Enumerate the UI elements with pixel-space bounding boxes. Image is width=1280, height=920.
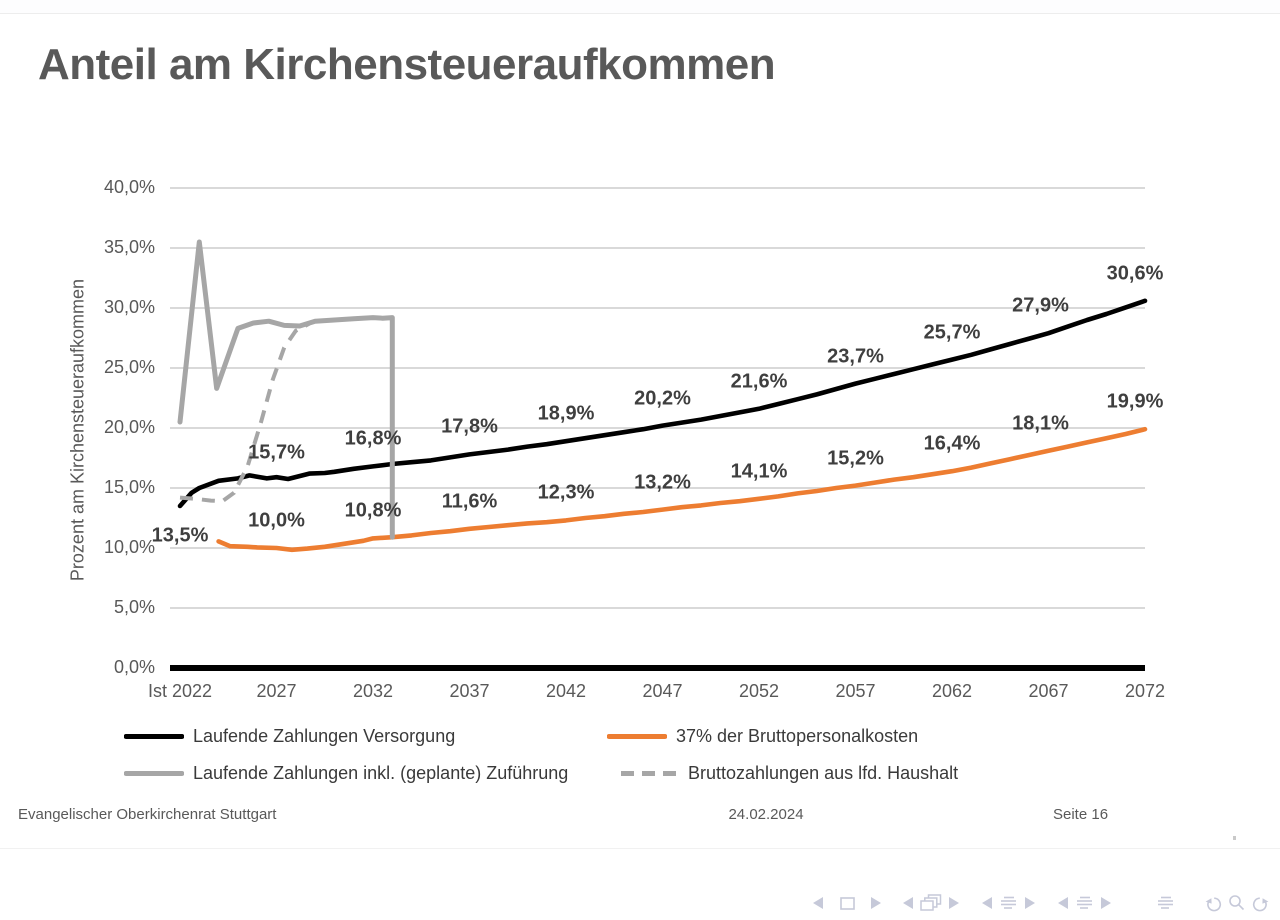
- next-section-icon[interactable]: [1101, 897, 1111, 909]
- series-line-3: [179, 321, 311, 504]
- data-label: 10,0%: [248, 509, 305, 532]
- y-tick-label: 5,0%: [113, 597, 155, 617]
- window-top-strip: [0, 0, 1280, 14]
- next-frame-icon[interactable]: [949, 897, 959, 909]
- data-label: 18,9%: [537, 402, 595, 425]
- data-label: 14,1%: [730, 460, 788, 483]
- y-tick-label: 40,0%: [103, 177, 155, 197]
- data-label: 18,1%: [1012, 412, 1069, 435]
- data-label: 11,6%: [441, 490, 498, 513]
- y-tick-label: 10,0%: [103, 537, 155, 557]
- data-label: 25,7%: [923, 321, 981, 344]
- x-tick-label: Ist 2022: [147, 681, 213, 701]
- data-label: 13,2%: [634, 471, 691, 494]
- x-tick-label: 2032: [352, 681, 394, 701]
- data-label: 15,7%: [248, 441, 305, 464]
- legend-item-laufende-zahlungen-zufuehrung: Laufende Zahlungen inkl. (geplante) Zufü…: [124, 761, 568, 785]
- y-tick-label: 30,0%: [103, 297, 155, 317]
- slide-bottom-separator: [0, 848, 1280, 849]
- prev-slide-icon[interactable]: [813, 897, 823, 909]
- x-tick-label: 2027: [256, 681, 297, 701]
- x-tick-label: 2047: [642, 681, 683, 701]
- section-icon[interactable]: [1076, 896, 1093, 910]
- footer-dot: [1233, 836, 1236, 840]
- footer-date: 24.02.2024: [728, 806, 804, 823]
- slide-icon[interactable]: [840, 896, 855, 910]
- data-label: 13,5%: [151, 524, 209, 547]
- legend-item-laufende-zahlungen-versorgung: Laufende Zahlungen Versorgung: [124, 724, 455, 748]
- appendix-icon[interactable]: [1157, 896, 1174, 910]
- footer-organization: Evangelischer Oberkirchenrat Stuttgart: [18, 806, 277, 823]
- data-label: 12,3%: [537, 481, 595, 504]
- prev-section-icon[interactable]: [1058, 897, 1068, 909]
- data-label: 20,2%: [634, 387, 691, 410]
- y-tick-label: 15,0%: [103, 477, 155, 497]
- x-tick-label: 2042: [545, 681, 587, 701]
- legend-marker-solid-black: [124, 733, 184, 739]
- x-tick-label: 2072: [1124, 681, 1166, 701]
- series-line-1: [216, 426, 1148, 553]
- legend-label: Laufende Zahlungen Versorgung: [193, 725, 456, 746]
- data-label: 21,6%: [730, 370, 788, 393]
- y-tick-label: 20,0%: [103, 417, 155, 437]
- data-label: 15,2%: [827, 447, 884, 470]
- legend-label: 37% der Bruttopersonalkosten: [676, 725, 919, 746]
- x-tick-label: 2057: [835, 681, 876, 701]
- data-label: 30,6%: [1106, 262, 1164, 285]
- legend-item-bruttopersonalkosten: 37% der Bruttopersonalkosten: [607, 724, 918, 748]
- legend-marker-solid-orange: [607, 733, 667, 739]
- data-label: 10,8%: [344, 499, 402, 522]
- forward-icon[interactable]: [1250, 895, 1270, 912]
- next-subsection-icon[interactable]: [1025, 897, 1035, 909]
- back-icon[interactable]: [1204, 895, 1224, 912]
- footer-page-number: Seite 16: [1053, 806, 1109, 823]
- y-tick-label: 35,0%: [103, 237, 155, 257]
- data-label: 16,4%: [923, 432, 981, 455]
- x-tick-label: 2067: [1028, 681, 1069, 701]
- series-line-0: [177, 298, 1148, 509]
- legend-label: Laufende Zahlungen inkl. (geplante) Zufü…: [193, 762, 569, 783]
- data-label: 23,7%: [827, 345, 884, 368]
- prev-frame-icon[interactable]: [903, 897, 913, 909]
- frames-icon[interactable]: [920, 894, 942, 912]
- series-line-2: [177, 239, 395, 540]
- beamer-navigation-bar: [813, 893, 1270, 913]
- data-label: 16,8%: [344, 427, 402, 450]
- legend-marker-dashed-gray: [621, 770, 677, 776]
- legend-label: Bruttozahlungen aus lfd. Haushalt: [688, 762, 959, 783]
- next-slide-icon[interactable]: [871, 897, 881, 909]
- data-label: 19,9%: [1106, 390, 1164, 413]
- x-tick-label: 2037: [449, 681, 490, 701]
- data-label: 27,9%: [1012, 294, 1069, 317]
- page-title: Anteil am Kirchensteueraufkommen: [38, 40, 776, 89]
- legend-item-bruttozahlungen-haushalt: Bruttozahlungen aus lfd. Haushalt: [619, 761, 958, 785]
- legend-marker-solid-gray: [124, 770, 184, 776]
- y-tick-label: 0,0%: [113, 657, 155, 677]
- data-label: 17,8%: [441, 415, 498, 438]
- search-icon[interactable]: [1228, 894, 1247, 912]
- y-tick-label: 25,0%: [103, 357, 155, 377]
- x-tick-label: 2052: [738, 681, 780, 701]
- x-tick-label: 2062: [931, 681, 973, 701]
- subsection-icon[interactable]: [1000, 896, 1017, 910]
- prev-subsection-icon[interactable]: [982, 897, 992, 909]
